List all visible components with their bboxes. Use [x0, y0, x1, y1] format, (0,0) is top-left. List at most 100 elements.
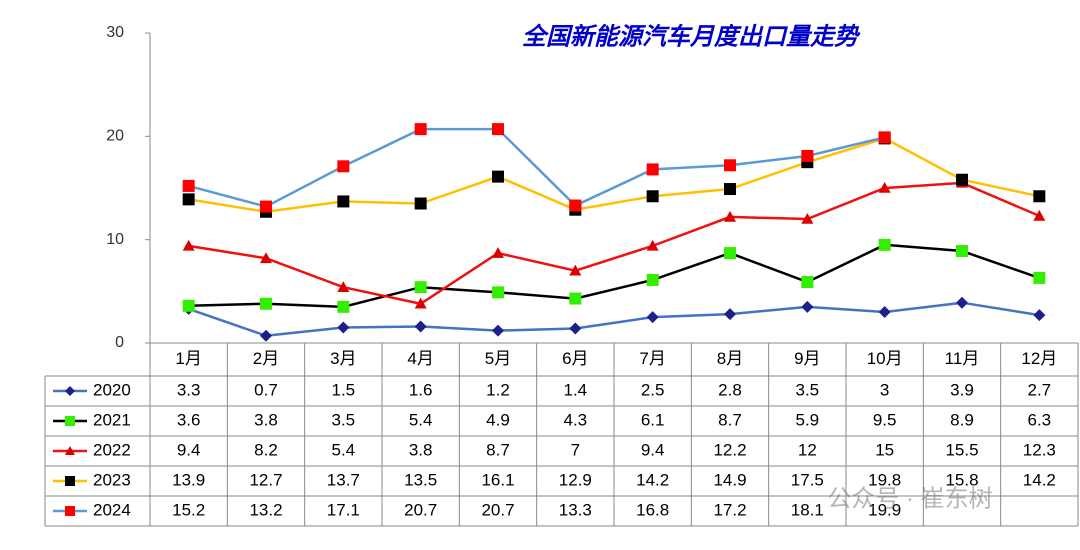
table-value: 12.2: [713, 440, 746, 459]
table-value: 1.2: [486, 380, 510, 399]
marker: [878, 182, 891, 193]
series-line: [188, 301, 1040, 338]
marker: [569, 292, 582, 305]
table-value: 6.1: [641, 410, 665, 429]
x-tick-label: 7月: [639, 349, 665, 368]
marker: [801, 300, 814, 313]
marker: [646, 239, 659, 251]
marker: [337, 160, 350, 173]
marker: [492, 247, 504, 258]
table-value: 2.5: [641, 380, 665, 399]
table-value: 1.4: [564, 380, 588, 399]
marker: [260, 297, 272, 310]
marker: [492, 324, 504, 337]
table-value: 2.8: [718, 380, 742, 399]
x-tick-label: 12月: [1021, 349, 1057, 368]
marker: [1033, 209, 1046, 221]
marker: [646, 273, 659, 286]
marker: [414, 281, 427, 294]
marker: [724, 247, 736, 260]
table-value: 5.4: [332, 440, 356, 459]
x-tick-label: 8月: [717, 349, 743, 368]
marker: [724, 308, 736, 321]
table-value: 15.5: [945, 440, 978, 459]
table-value: 5.9: [796, 410, 820, 429]
table-value: 19.8: [868, 470, 901, 489]
table-value: 1.5: [332, 380, 356, 399]
table-value: 12.9: [559, 470, 592, 489]
marker: [878, 131, 891, 144]
series-line: [188, 127, 885, 208]
table-value: 16.1: [481, 470, 514, 489]
table-value: 8.7: [486, 440, 510, 459]
table-value: 14.2: [636, 470, 669, 489]
table-value: 7: [571, 440, 580, 459]
marker: [182, 299, 195, 312]
table-value: 17.1: [327, 500, 360, 519]
marker: [337, 321, 350, 334]
marker: [724, 183, 736, 196]
table-value: 13.3: [559, 500, 592, 519]
marker: [646, 190, 659, 203]
marker: [801, 276, 814, 289]
table-value: 18.1: [791, 500, 824, 519]
marker: [646, 311, 659, 324]
y-tick-label: 0: [115, 334, 124, 351]
marker: [1033, 271, 1046, 284]
x-tick-label: 1月: [175, 349, 201, 368]
table-value: 14.9: [713, 470, 746, 489]
legend-label: 2020: [93, 380, 131, 399]
marker: [260, 252, 272, 264]
table-value: 3: [880, 380, 889, 399]
marker: [878, 306, 891, 318]
table-value: 5.4: [409, 410, 433, 429]
marker: [260, 200, 272, 213]
marker: [182, 193, 195, 206]
marker: [492, 170, 504, 183]
marker: [569, 322, 582, 335]
series-line: [188, 243, 1040, 309]
table-value: 17.5: [791, 470, 824, 489]
table-value: 9.5: [873, 410, 897, 429]
marker: [956, 296, 968, 309]
marker: [414, 320, 427, 333]
marker: [492, 123, 504, 136]
legend-label: 2024: [93, 500, 131, 519]
table-value: 3.9: [950, 380, 974, 399]
table-value: 6.3: [1028, 410, 1052, 429]
x-tick-label: 4月: [407, 349, 433, 368]
marker: [414, 123, 427, 136]
marker: [724, 159, 736, 172]
table-value: 12: [798, 440, 817, 459]
table-value: 9.4: [641, 440, 665, 459]
x-tick-label: 5月: [485, 349, 511, 368]
marker: [646, 163, 659, 176]
table-value: 9.4: [177, 440, 201, 459]
marker: [337, 195, 350, 208]
table-value: 13.2: [249, 500, 282, 519]
marker: [956, 173, 968, 186]
x-tick-label: 10月: [867, 349, 903, 368]
legend-label: 2023: [93, 470, 131, 489]
table-value: 3.5: [332, 410, 356, 429]
table-value: 4.9: [486, 410, 510, 429]
table-value: 16.8: [636, 500, 669, 519]
series-line: [188, 181, 1040, 306]
chart-title: 全国新能源汽车月度出口量走势: [522, 22, 861, 51]
marker: [65, 386, 75, 396]
marker: [569, 199, 582, 212]
marker: [65, 446, 75, 455]
marker: [337, 300, 350, 313]
table-value: 3.5: [796, 380, 820, 399]
y-tick-label: 20: [106, 128, 124, 145]
marker: [337, 281, 350, 292]
marker: [182, 239, 195, 251]
table-value: 12.7: [249, 470, 282, 489]
table-value: 15.8: [945, 470, 978, 489]
x-tick-label: 6月: [562, 349, 588, 368]
table-value: 3.8: [254, 410, 278, 429]
table-value: 13.9: [172, 470, 205, 489]
table-value: 3.8: [409, 440, 433, 459]
table-value: 14.2: [1023, 470, 1056, 489]
